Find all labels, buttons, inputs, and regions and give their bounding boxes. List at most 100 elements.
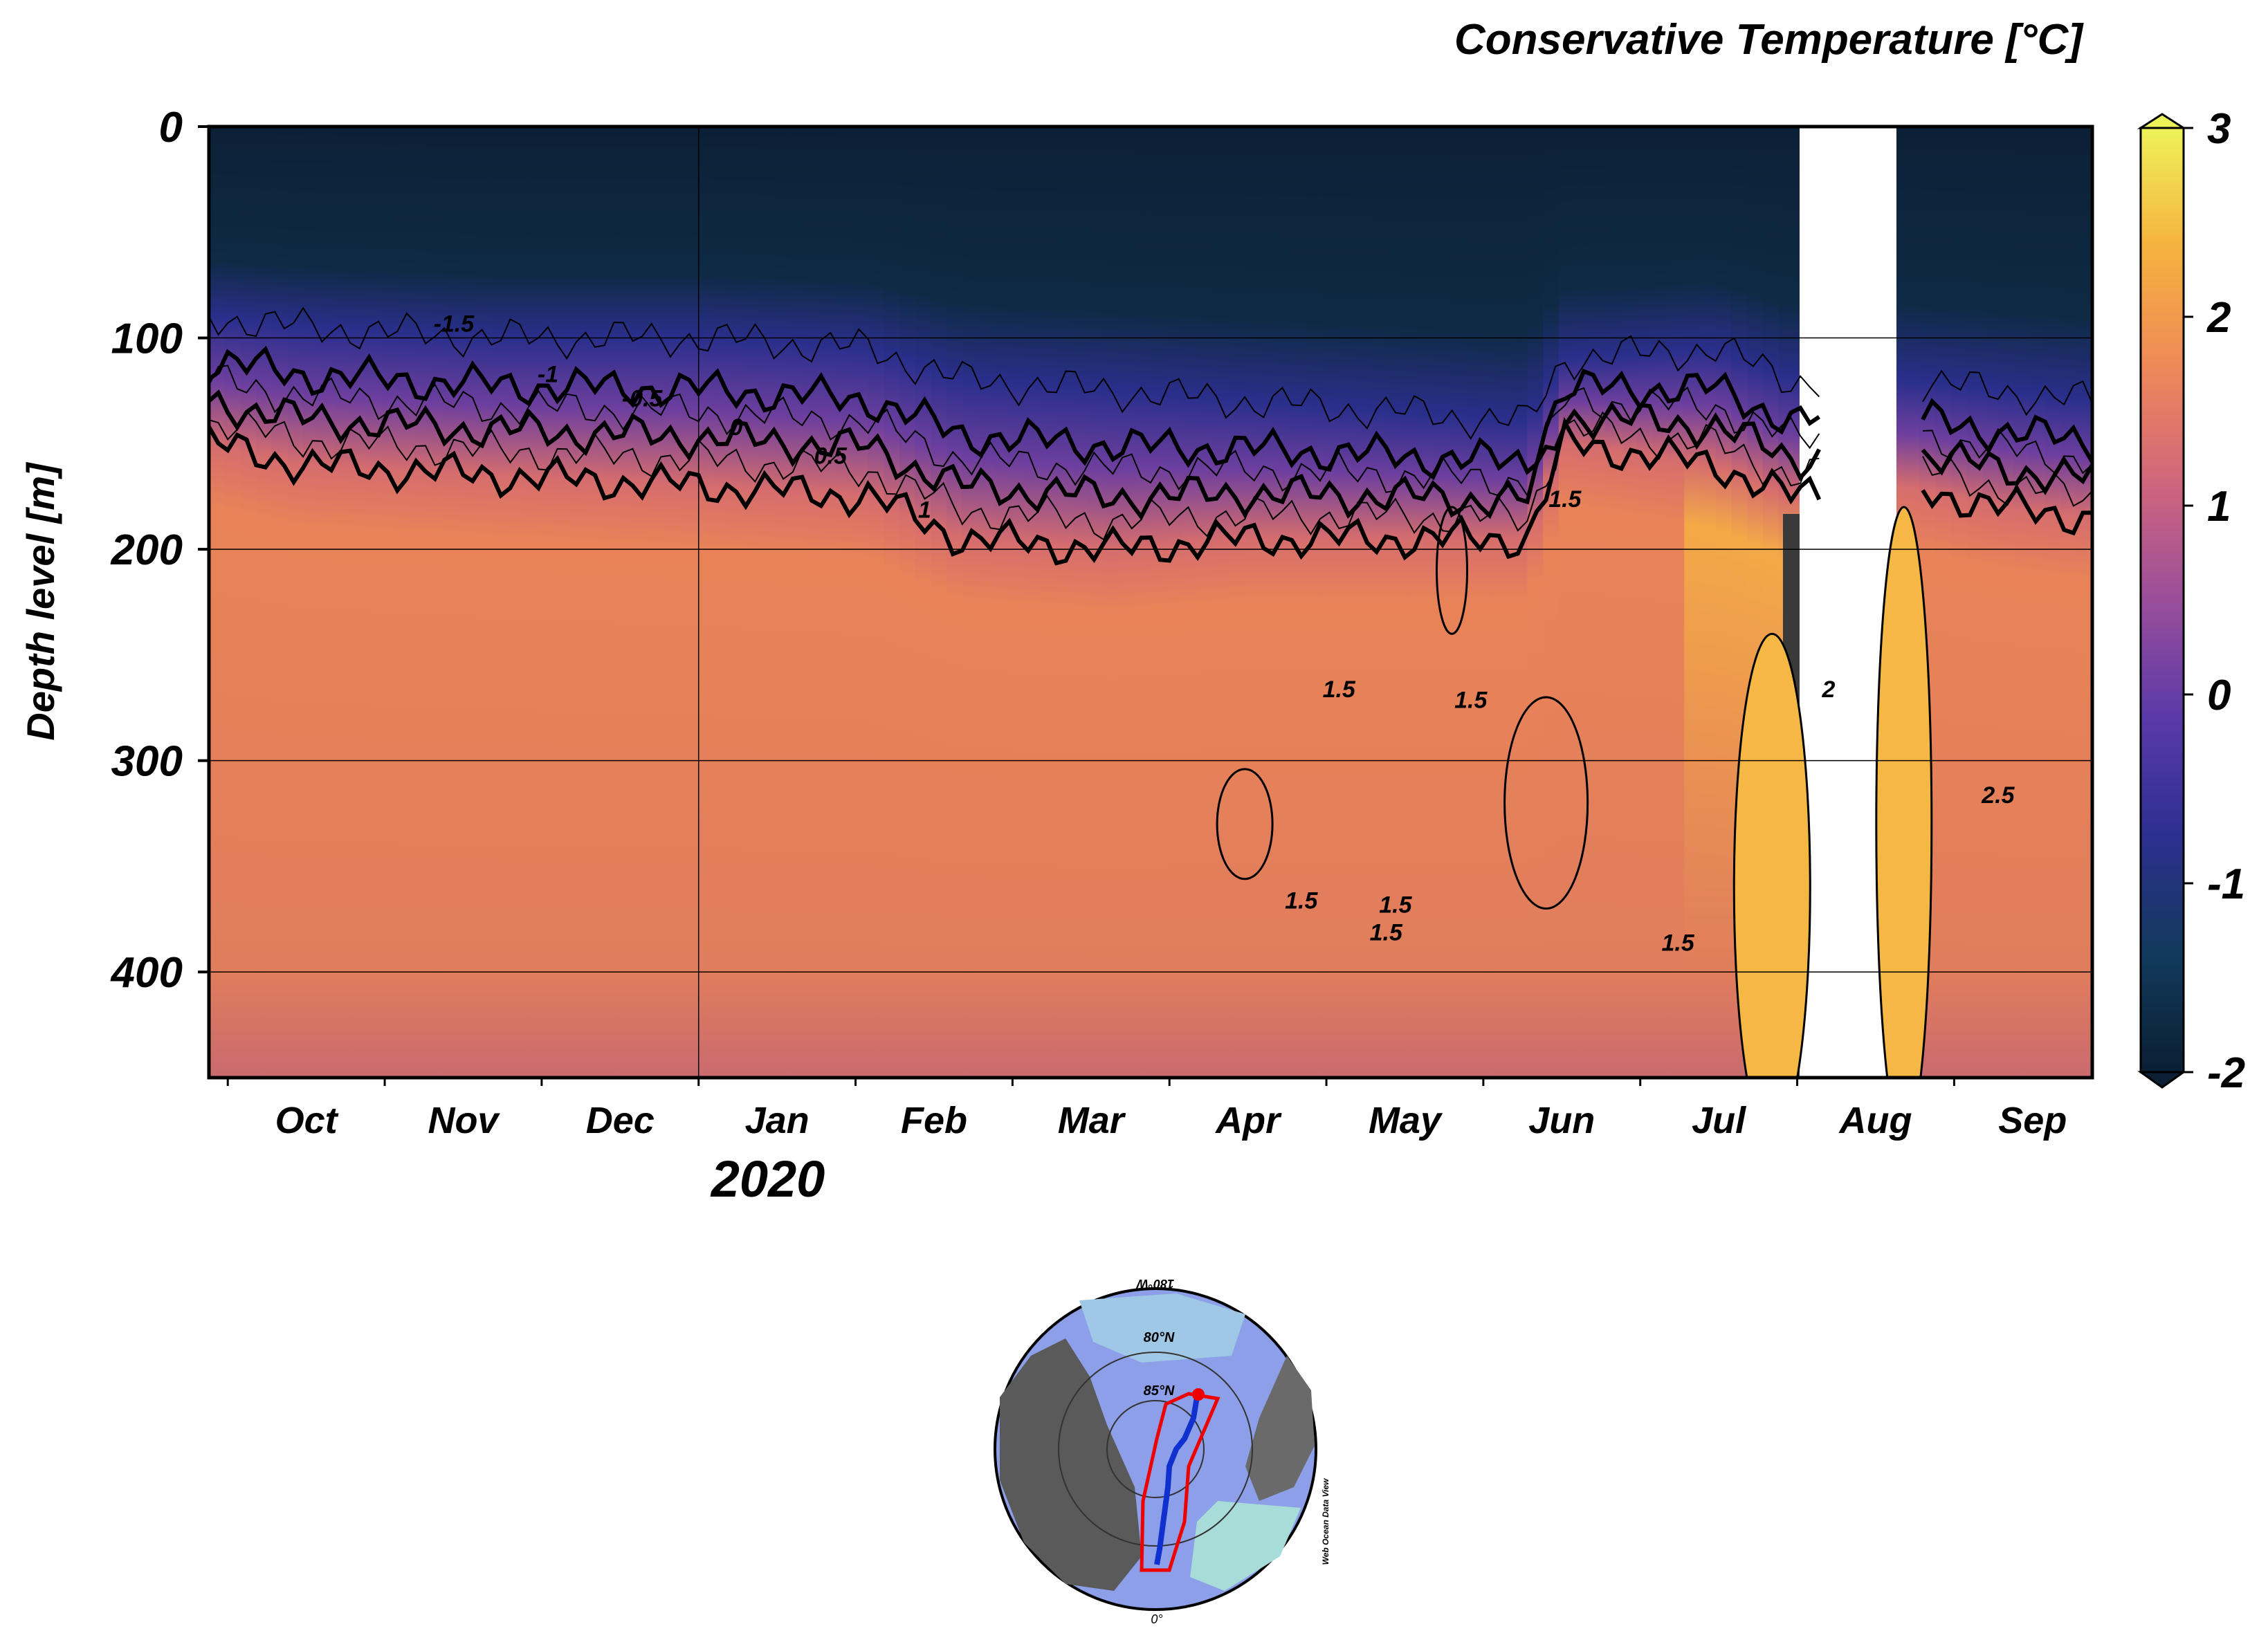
- profile-slice: [334, 127, 351, 1078]
- profile-slice: [1339, 127, 1355, 1078]
- profile-slice: [1511, 127, 1528, 1078]
- profile-slice: [1245, 127, 1261, 1078]
- y-tick-label: 300: [111, 738, 183, 786]
- contour-blob: [1216, 768, 1274, 881]
- contour-blob: [1297, 1076, 1306, 1078]
- drift-track: [1154, 1397, 1200, 1565]
- profile-slice: [774, 127, 791, 1078]
- profile-slice: [209, 127, 226, 1078]
- profile-slice: [2060, 127, 2078, 1078]
- profile-slice: [1370, 127, 1387, 1078]
- y-tick-label: 100: [111, 315, 183, 363]
- profile-slice: [538, 127, 556, 1078]
- profile-slice: [554, 127, 571, 1078]
- profile-slice: [2076, 127, 2092, 1078]
- contour-line: [209, 389, 1821, 521]
- map-credit: Web Ocean Data View: [1321, 1478, 1330, 1565]
- colorbar-tick-label: -1: [2207, 860, 2245, 908]
- profile-slice: [789, 127, 806, 1078]
- profile-slice: [1621, 127, 1638, 1078]
- profile-slice: [585, 127, 603, 1078]
- profile-slice: [1198, 127, 1214, 1078]
- profile-slice: [1307, 127, 1324, 1078]
- y-tick-label: 400: [110, 949, 183, 997]
- profile-slice: [978, 127, 995, 1078]
- y-axis: 0 100 200 300 400: [110, 104, 209, 997]
- colorbar-tick-label: -2: [2207, 1049, 2245, 1097]
- profile-slice: [1072, 127, 1089, 1078]
- plot-frame: [207, 125, 2094, 1080]
- profile-slice: [350, 127, 367, 1078]
- contour-lines: -1.5-1-0.500.511.5 1.51.5 1.51.51.5 1.522.5: [209, 306, 2092, 1078]
- colorbar-max-arrow: [2137, 113, 2188, 129]
- profile-slice: [1684, 127, 1701, 1078]
- map-shelf-top: [1079, 1293, 1245, 1363]
- profile-slice: [444, 127, 461, 1078]
- contour-blob: [1436, 506, 1469, 635]
- contour-label: 1.5: [1323, 676, 1356, 703]
- profile-slice: [2013, 127, 2031, 1078]
- colorbar-min-arrow: [2137, 1071, 2187, 1089]
- profile-slice: [318, 127, 336, 1078]
- profile-slice: [758, 127, 775, 1078]
- inset-map: 180°W 80°N 85°N 0° Web Ocean Data View: [994, 1277, 1330, 1626]
- profile-slice: [1354, 127, 1371, 1078]
- profile-slice: [1292, 127, 1308, 1078]
- profile-slice: [365, 127, 383, 1078]
- profile-slice: [1605, 127, 1622, 1078]
- profile-slice: [475, 127, 493, 1078]
- year-label: 2020: [710, 1150, 825, 1208]
- contour-blob: [1732, 632, 1811, 1078]
- profile-slice: [1448, 127, 1465, 1078]
- profile-slice: [601, 127, 618, 1078]
- profile-slice: [1213, 127, 1230, 1078]
- contour-label: -1.5: [434, 311, 475, 338]
- profile-slice: [836, 127, 854, 1078]
- x-tick-label: Feb: [901, 1100, 967, 1141]
- profile-slice: [616, 127, 634, 1078]
- profile-slice: [1966, 127, 1984, 1078]
- gridlines: [209, 127, 2092, 1078]
- profile-slice: [2045, 127, 2062, 1078]
- profile-slice: [459, 127, 477, 1078]
- x-tick-label: Jul: [1692, 1100, 1746, 1141]
- profile-slice: [271, 127, 289, 1078]
- profile-slice: [287, 127, 304, 1078]
- profile-slice: [711, 127, 728, 1078]
- profile-slice: [1480, 127, 1497, 1078]
- latitude-ring-85: [1106, 1400, 1205, 1498]
- profile-slice: [1151, 127, 1167, 1078]
- profile-slice: [695, 127, 712, 1078]
- profile-slice: [1668, 127, 1685, 1078]
- latitude-ring-80: [1058, 1352, 1253, 1547]
- profile-slice: [1715, 127, 1732, 1078]
- contour-label: 2.5: [1981, 782, 2015, 809]
- contour-label: 1.5: [1662, 930, 1695, 957]
- profile-slice: [1103, 127, 1120, 1078]
- profile-slice: [946, 127, 963, 1078]
- x-tick-label: Oct: [275, 1100, 339, 1141]
- profile-slice: [821, 127, 838, 1078]
- contour-line: [1921, 484, 2092, 536]
- profile-slice: [1056, 127, 1073, 1078]
- contour-line: [209, 365, 1820, 497]
- contour-blob: [1875, 506, 1933, 1078]
- y-axis-label: Depth level [m]: [19, 461, 62, 741]
- profile-slice: [1135, 127, 1151, 1078]
- contour-label: 0.5: [814, 443, 848, 469]
- profile-slice: [1997, 127, 2015, 1078]
- profile-slice: [256, 127, 273, 1078]
- profile-slice: [1935, 127, 1952, 1078]
- colorbar-tick-label: 3: [2207, 105, 2231, 153]
- contour-line: [209, 306, 1820, 441]
- profile-slice: [1433, 127, 1449, 1078]
- contour-label: 1.5: [1454, 687, 1488, 713]
- x-tick-label: Jan: [745, 1100, 810, 1141]
- profile-slice: [679, 127, 697, 1078]
- map-label-lon-top: 180°W: [1135, 1277, 1174, 1291]
- profile-slice: [1464, 127, 1481, 1078]
- colorbar: [2137, 113, 2188, 1089]
- profile-slice: [1041, 127, 1057, 1078]
- contour-label: 2: [1821, 676, 1835, 703]
